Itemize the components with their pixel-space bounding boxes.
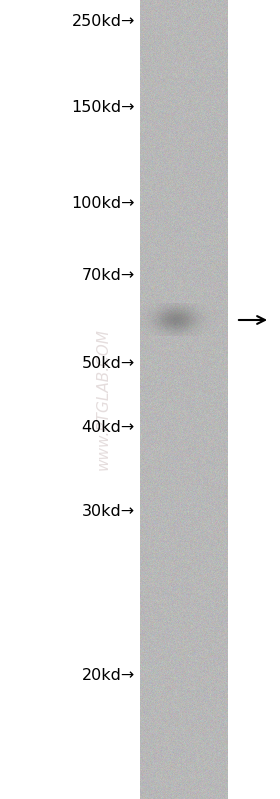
Text: 250kd→: 250kd→ bbox=[72, 14, 135, 30]
Text: 50kd→: 50kd→ bbox=[82, 356, 135, 372]
Text: www.PTGLAB.COM: www.PTGLAB.COM bbox=[96, 328, 111, 471]
Text: 20kd→: 20kd→ bbox=[82, 667, 135, 682]
Text: 40kd→: 40kd→ bbox=[82, 420, 135, 435]
Text: 30kd→: 30kd→ bbox=[82, 504, 135, 519]
Text: 70kd→: 70kd→ bbox=[82, 268, 135, 284]
Text: 100kd→: 100kd→ bbox=[71, 197, 135, 212]
Text: 150kd→: 150kd→ bbox=[71, 101, 135, 116]
